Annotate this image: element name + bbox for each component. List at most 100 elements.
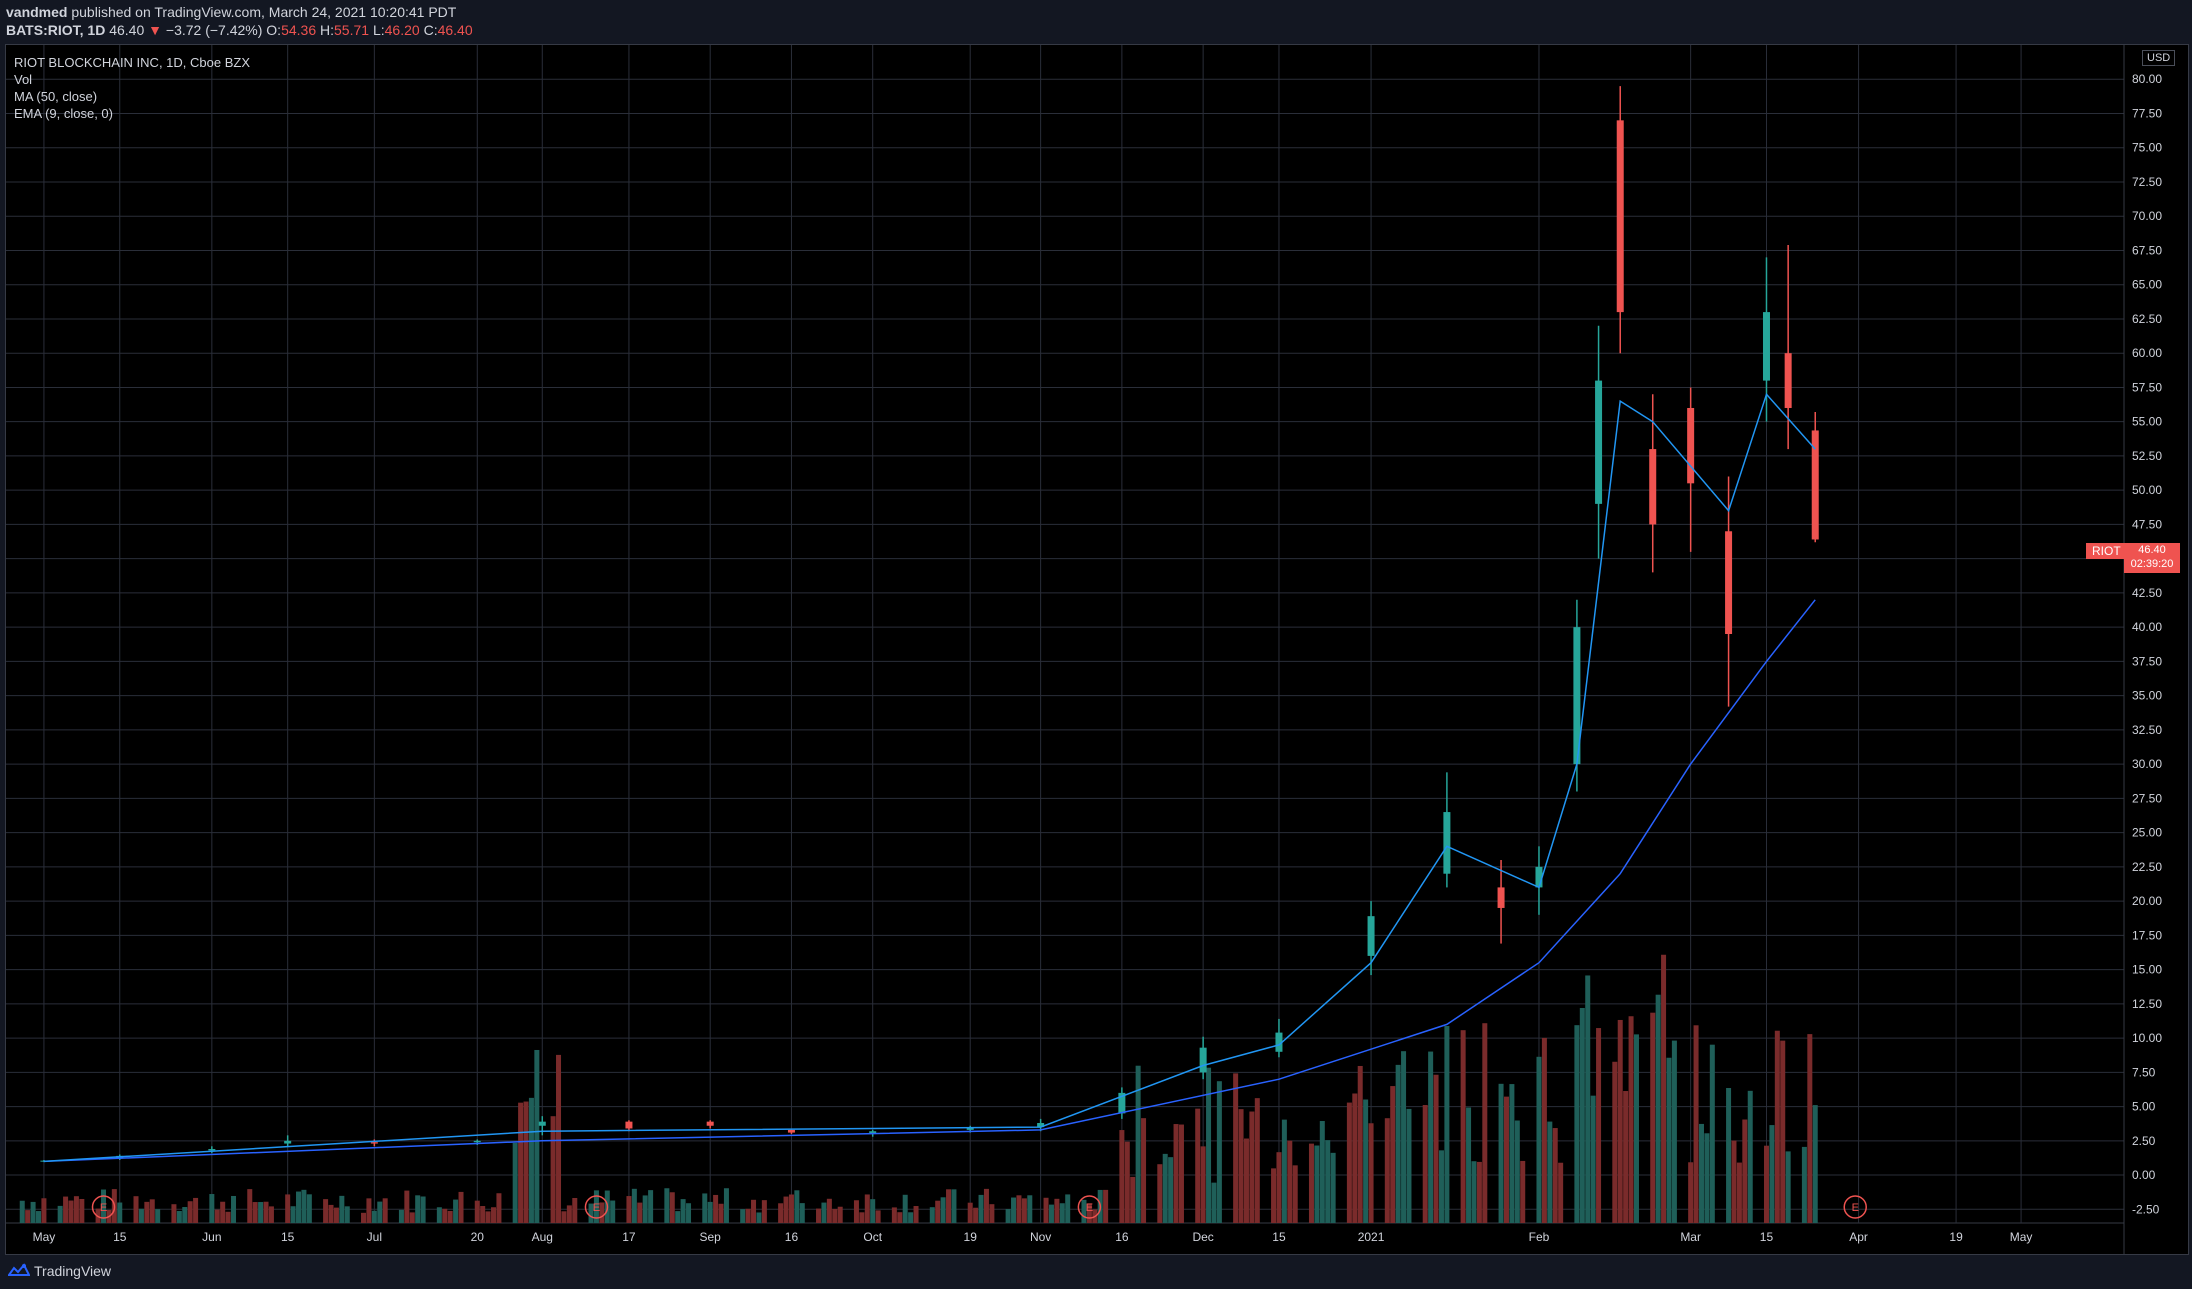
ma-50-line — [43, 599, 1816, 1163]
y-tick-label: 75.00 — [2132, 141, 2162, 155]
volume-bar — [458, 1191, 464, 1223]
volume-bar — [193, 1197, 199, 1223]
chart-svg[interactable]: 80.00 77.50 75.00 72.50 70.00 67.50 65.00 62.50… — [6, 45, 2188, 1254]
volume-bar — [816, 1208, 822, 1223]
volume-bar — [1585, 975, 1591, 1223]
volume-bar — [1086, 1203, 1092, 1223]
x-tick-label: Mar — [1680, 1230, 1701, 1244]
volume-bar — [1590, 1095, 1596, 1223]
y-tick-label: -2.50 — [2132, 1202, 2160, 1216]
volume-bar — [155, 1209, 161, 1223]
volume-bar — [1162, 1153, 1168, 1223]
volume-bar — [268, 1206, 274, 1223]
candle-body — [1573, 627, 1581, 765]
x-tick-label: Apr — [1849, 1230, 1868, 1244]
volume-bar — [447, 1210, 453, 1223]
volume-bar — [832, 1208, 838, 1223]
volume-bar — [149, 1199, 155, 1223]
volume-bar — [1579, 1008, 1585, 1223]
volume-bar — [366, 1198, 372, 1223]
y-tick-label: 15.00 — [2132, 963, 2162, 977]
volume-bar — [220, 1201, 226, 1223]
legend-vol[interactable]: Vol — [14, 72, 33, 87]
volume-bar — [1503, 1096, 1509, 1223]
earnings-label: E — [100, 1202, 107, 1214]
volume-bar — [133, 1196, 139, 1223]
y-tick-label: 62.50 — [2132, 312, 2162, 326]
volume-bar — [1541, 1037, 1547, 1223]
volume-bar — [36, 1211, 42, 1223]
legend-ema[interactable]: EMA (9, close, 0) — [14, 106, 113, 121]
volume-bar — [496, 1193, 502, 1223]
x-tick-label: May — [33, 1230, 56, 1244]
tradingview-logo-icon[interactable] — [8, 1263, 30, 1279]
y-tick-label: 10.00 — [2132, 1031, 2162, 1045]
volume-bar — [1509, 1084, 1515, 1223]
brand-name[interactable]: TradingView — [34, 1263, 112, 1279]
candle-body — [1275, 1032, 1283, 1052]
volume-bar — [1363, 1099, 1369, 1223]
volume-bar — [1623, 1091, 1629, 1223]
volume-bar — [1048, 1204, 1054, 1223]
volume-bar — [637, 1202, 643, 1223]
volume-bar — [702, 1193, 708, 1223]
volume-bar — [1617, 1019, 1623, 1223]
candle-body — [787, 1129, 795, 1133]
candle-body — [473, 1140, 481, 1143]
volume-bar — [648, 1190, 654, 1223]
volume-bar — [1130, 1176, 1136, 1223]
candle-body — [284, 1140, 292, 1144]
volume-bar — [675, 1211, 681, 1223]
y-tick-label: 50.00 — [2132, 483, 2162, 497]
candle-body — [625, 1121, 633, 1129]
earnings-marker — [584, 1195, 609, 1219]
volume-bar — [1704, 1133, 1710, 1223]
volume-bar — [301, 1189, 307, 1223]
volume-bar — [745, 1208, 751, 1223]
y-tick-label: 72.50 — [2132, 175, 2162, 189]
x-tick-label: 17 — [622, 1230, 636, 1244]
volume-bar — [263, 1201, 269, 1223]
legend-title[interactable]: RIOT BLOCKCHAIN INC, 1D, Cboe BZX — [14, 55, 250, 70]
volume-bar — [1319, 1121, 1325, 1223]
volume-bar — [63, 1196, 69, 1223]
volume-bar — [323, 1199, 329, 1223]
candle-body — [1784, 353, 1792, 408]
author-name[interactable]: vandmed — [6, 4, 68, 20]
volume-bar — [799, 1203, 805, 1223]
volume-bar — [1628, 1016, 1634, 1223]
volume-bar — [1698, 1123, 1704, 1223]
close-label: C: — [423, 22, 438, 38]
volume-bar — [225, 1211, 231, 1223]
volume-bar — [1054, 1198, 1060, 1223]
volume-bar — [1021, 1198, 1027, 1223]
legend-ma[interactable]: MA (50, close) — [14, 89, 98, 104]
last-price: 46.40 — [109, 22, 145, 38]
volume-bar — [523, 1101, 529, 1223]
y-tick-label: 37.50 — [2132, 654, 2162, 668]
volume-bar — [453, 1199, 459, 1223]
y-tick-label: 60.00 — [2132, 346, 2162, 360]
volume-bar — [1812, 1105, 1818, 1223]
volume-bar — [1395, 1064, 1401, 1223]
symbol-label: BATS:RIOT, 1D — [6, 22, 106, 38]
volume-bar — [626, 1196, 632, 1223]
volume-bar — [1308, 1143, 1314, 1223]
currency-label[interactable]: USD — [2142, 50, 2176, 66]
volume-bar — [1352, 1093, 1358, 1223]
volume-bar — [1688, 1162, 1694, 1223]
volume-bar — [176, 1211, 182, 1223]
volume-bar — [1612, 1061, 1618, 1223]
volume-bar — [247, 1189, 253, 1223]
volume-bar — [79, 1198, 85, 1223]
volume-bar — [550, 1116, 556, 1223]
volume-bar — [1065, 1194, 1071, 1223]
x-tick-label: 16 — [785, 1230, 799, 1244]
y-tick-label: 20.00 — [2132, 894, 2162, 908]
volume-bar — [512, 1142, 518, 1223]
chart-frame[interactable]: 80.00 77.50 75.00 72.50 70.00 67.50 65.00 62.50… — [5, 44, 2189, 1255]
volume-bar — [404, 1190, 410, 1223]
volume-bar — [946, 1189, 952, 1223]
y-tick-label: 12.50 — [2132, 997, 2162, 1011]
candle-body — [1118, 1092, 1126, 1114]
